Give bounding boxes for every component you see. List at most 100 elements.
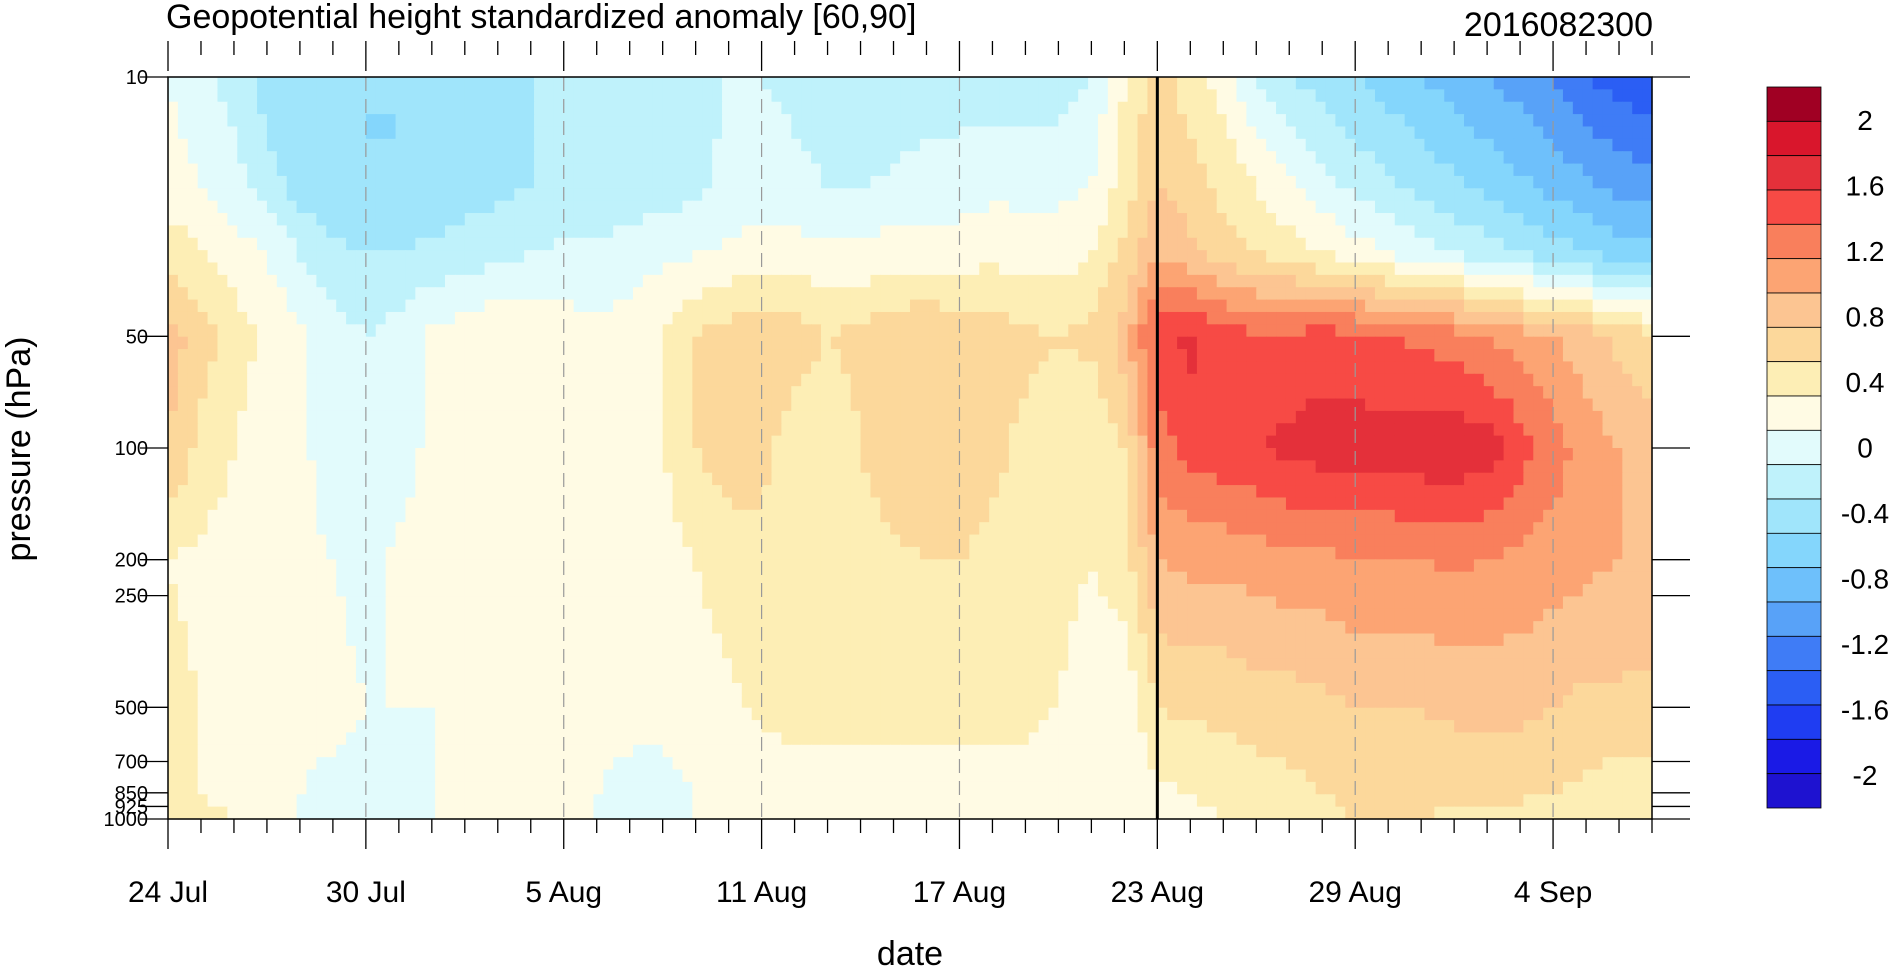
field-cell — [365, 349, 377, 363]
field-cell — [524, 386, 535, 400]
field-cell — [1295, 472, 1307, 486]
field-cell — [1454, 336, 1465, 350]
field-cell — [326, 336, 337, 350]
field-cell — [890, 460, 901, 474]
field-cell — [1533, 472, 1544, 486]
field-cell — [524, 423, 535, 437]
field-cell — [1513, 423, 1524, 437]
field-cell — [1127, 175, 1139, 189]
field-cell — [1058, 311, 1069, 325]
field-cell — [514, 138, 525, 152]
field-cell — [504, 274, 515, 288]
field-cell — [771, 448, 782, 461]
field-cell — [652, 386, 664, 400]
field-cell — [583, 225, 595, 239]
field-cell — [761, 435, 773, 449]
field-cell — [731, 349, 743, 363]
field-cell — [1147, 138, 1158, 152]
field-cell — [1088, 77, 1099, 90]
field-cell — [632, 200, 644, 214]
field-cell — [1018, 472, 1030, 486]
field-cell — [494, 423, 505, 437]
field-cell — [425, 250, 436, 264]
field-cell — [1107, 472, 1119, 486]
field-cell — [662, 324, 674, 338]
field-cell — [1434, 324, 1445, 338]
field-cell — [385, 77, 397, 90]
field-cell — [1305, 423, 1317, 437]
field-cell — [336, 311, 347, 325]
field-cell — [1147, 101, 1158, 115]
field-cell — [1503, 274, 1515, 288]
field-cell — [1048, 77, 1059, 90]
field-cell — [425, 373, 436, 387]
field-cell — [1572, 151, 1584, 165]
field-cell — [207, 89, 219, 103]
field-cell — [692, 101, 703, 115]
field-cell — [395, 410, 407, 424]
field-cell — [276, 250, 288, 264]
field-cell — [207, 423, 219, 437]
field-cell — [712, 250, 723, 264]
field-cell — [1226, 435, 1238, 449]
field-cell — [1058, 435, 1069, 449]
field-cell — [1305, 361, 1317, 375]
field-cell — [1167, 410, 1178, 424]
field-cell — [1068, 349, 1079, 363]
field-cell — [919, 175, 931, 189]
field-cell — [415, 213, 426, 226]
field-cell — [286, 101, 298, 115]
field-cell — [346, 373, 357, 387]
field-cell — [1394, 175, 1406, 189]
field-cell — [1088, 386, 1099, 400]
field-cell — [1503, 448, 1515, 461]
field-cell — [1028, 472, 1040, 486]
field-cell — [316, 361, 327, 375]
field-cell — [1622, 237, 1633, 251]
field-cell — [405, 324, 416, 338]
field-cell — [1374, 101, 1386, 115]
field-cell — [751, 262, 763, 276]
field-cell — [890, 262, 901, 276]
field-cell — [979, 460, 990, 474]
field-cell — [1226, 151, 1238, 165]
field-cell — [1266, 274, 1277, 288]
field-cell — [712, 175, 723, 189]
field-cell — [1097, 299, 1109, 313]
field-cell — [563, 188, 575, 202]
field-cell — [553, 163, 565, 177]
field-cell — [1374, 311, 1386, 325]
field-cell — [1107, 299, 1119, 313]
field-cell — [1384, 472, 1396, 486]
field-cell — [445, 299, 456, 313]
field-cell — [1147, 163, 1158, 177]
field-cell — [534, 151, 545, 165]
field-cell — [662, 336, 674, 350]
field-cell — [1048, 386, 1059, 400]
field-cell — [1444, 200, 1455, 214]
field-cell — [820, 423, 832, 437]
field-cell — [1394, 472, 1406, 486]
field-cell — [1068, 200, 1079, 214]
field-cell — [999, 435, 1010, 449]
field-cell — [514, 250, 525, 264]
field-cell — [1434, 262, 1445, 276]
field-cell — [1483, 410, 1495, 424]
field-cell — [1612, 126, 1623, 140]
field-cell — [227, 472, 238, 486]
field-cell — [257, 373, 268, 387]
field-cell — [1295, 386, 1307, 400]
field-cell — [801, 250, 812, 264]
field-cell — [593, 448, 604, 461]
field-cell — [1038, 423, 1050, 437]
field-cell — [187, 213, 199, 226]
field-cell — [1097, 237, 1109, 251]
field-cell — [672, 250, 684, 264]
field-cell — [949, 460, 961, 474]
field-cell — [1048, 250, 1059, 264]
field-cell — [375, 448, 387, 461]
field-cell — [405, 435, 416, 449]
field-cell — [454, 336, 466, 350]
field-cell — [1582, 163, 1594, 177]
field-cell — [276, 460, 288, 474]
